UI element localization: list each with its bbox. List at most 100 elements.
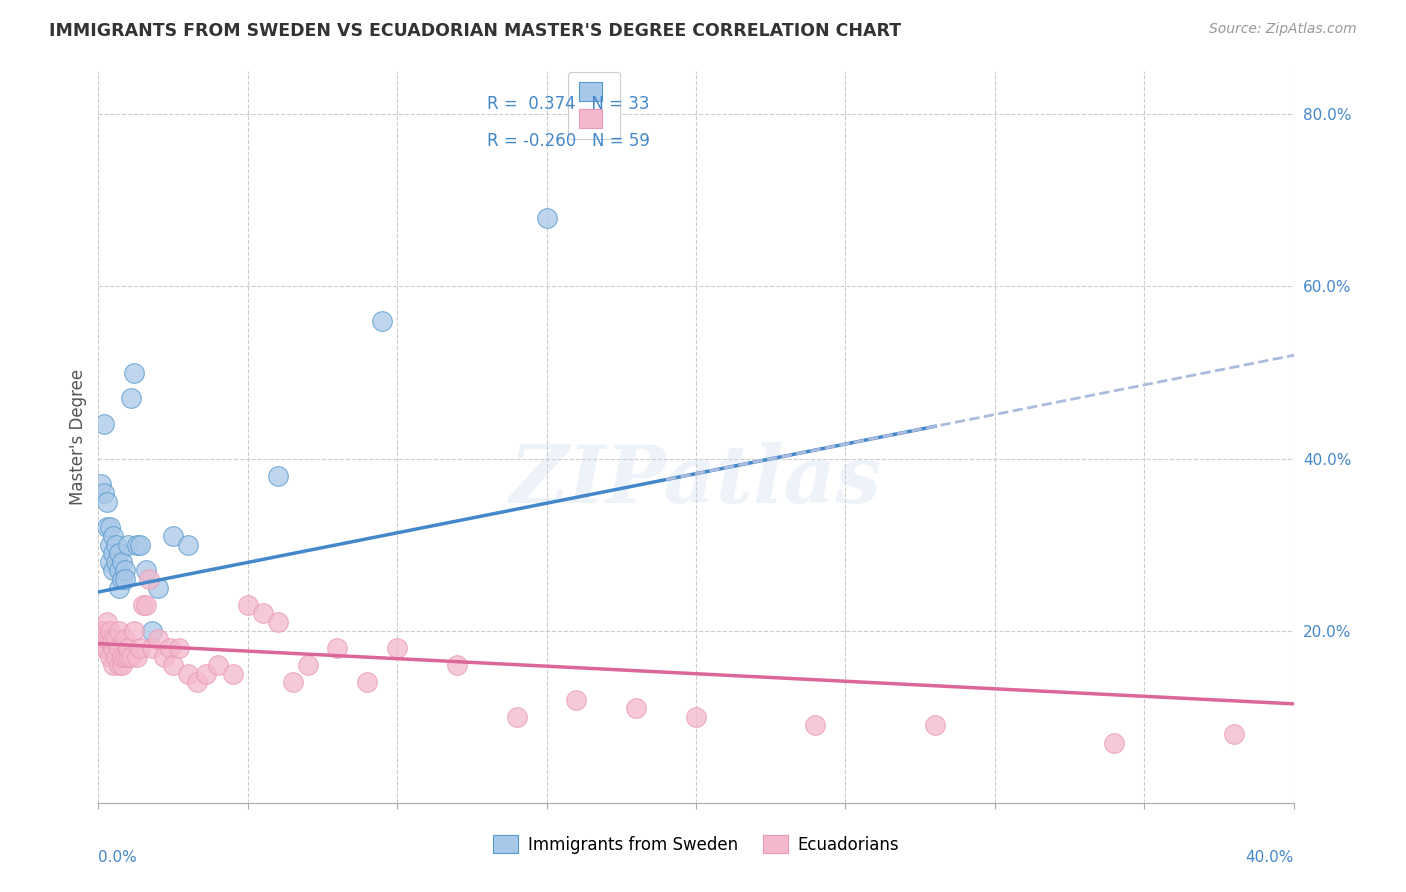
Point [685,710,707,724]
Point [93,417,115,432]
Point [108,564,131,578]
Point [96,640,118,655]
Point [356,675,378,690]
Point [117,640,139,655]
Point [98,555,122,569]
Point [159,640,181,655]
Point [177,666,200,681]
Point [111,658,134,673]
Point [252,607,274,621]
Text: Source: ZipAtlas.com: Source: ZipAtlas.com [1209,22,1357,37]
Point [98,624,122,638]
Point [186,675,208,690]
Text: 0.0%: 0.0% [98,850,138,865]
Point [103,529,125,543]
Point [98,520,122,534]
Point [120,649,142,664]
Point [326,640,349,655]
Point [93,624,115,638]
Point [297,658,319,673]
Point [129,640,152,655]
Point [98,649,122,664]
Point [105,649,128,664]
Y-axis label: Master's Degree: Master's Degree [69,369,87,505]
Point [135,598,157,612]
Point [127,649,149,664]
Point [148,632,170,647]
Point [111,572,134,586]
Point [222,666,245,681]
Point [924,718,946,732]
Point [111,555,134,569]
Point [281,675,304,690]
Point [120,392,142,406]
Point [96,615,118,629]
Point [114,564,136,578]
Point [98,538,122,552]
Point [117,649,139,664]
Point [103,658,125,673]
Point [236,598,259,612]
Point [103,546,125,560]
Point [129,538,152,552]
Point [108,624,131,638]
Point [177,538,200,552]
Point [536,211,558,225]
Point [565,692,588,706]
Point [127,538,149,552]
Text: R = -0.260   N = 59: R = -0.260 N = 59 [486,132,650,150]
Point [132,598,155,612]
Point [141,640,163,655]
Point [124,366,146,380]
Text: IMMIGRANTS FROM SWEDEN VS ECUADORIAN MASTER'S DEGREE CORRELATION CHART: IMMIGRANTS FROM SWEDEN VS ECUADORIAN MAS… [49,22,901,40]
Point [446,658,468,673]
Point [108,581,131,595]
Point [207,658,229,673]
Point [93,486,115,500]
Point [162,658,184,673]
Point [626,701,648,715]
Point [124,624,146,638]
Point [385,640,409,655]
Legend: Immigrants from Sweden, Ecuadorians: Immigrants from Sweden, Ecuadorians [486,829,905,860]
Point [103,640,125,655]
Point [162,529,184,543]
Point [135,564,157,578]
Point [103,564,125,578]
Point [108,658,131,673]
Point [167,640,190,655]
Point [108,546,131,560]
Point [108,640,131,655]
Point [111,649,134,664]
Point [98,632,122,647]
Point [267,615,290,629]
Text: R =  0.374   N = 33: R = 0.374 N = 33 [486,95,650,113]
Point [105,632,128,647]
Text: 40.0%: 40.0% [1246,850,1294,865]
Point [148,581,170,595]
Point [114,572,136,586]
Point [96,632,118,647]
Point [103,632,125,647]
Point [114,632,136,647]
Point [90,632,112,647]
Point [804,718,827,732]
Point [114,649,136,664]
Point [195,666,218,681]
Point [105,538,128,552]
Point [138,572,160,586]
Point [506,710,529,724]
Point [90,477,112,491]
Text: ZIPatlas: ZIPatlas [510,442,882,520]
Point [153,649,176,664]
Point [96,520,118,534]
Point [141,624,163,638]
Point [117,538,139,552]
Point [93,640,115,655]
Point [96,494,118,508]
Point [1223,727,1246,741]
Point [105,555,128,569]
Point [1104,735,1126,749]
Point [90,624,112,638]
Point [371,314,394,328]
